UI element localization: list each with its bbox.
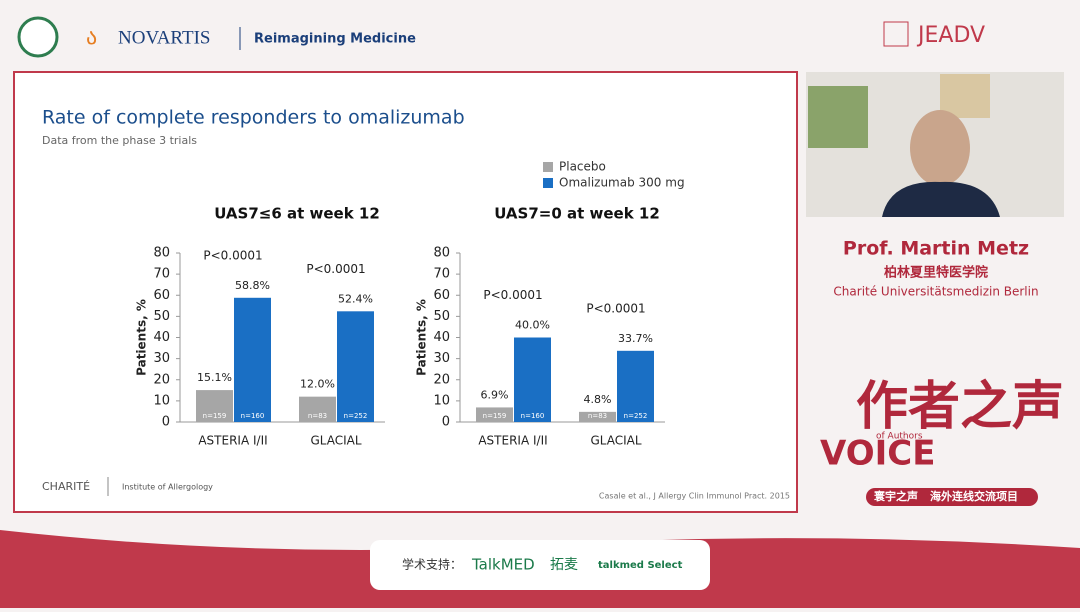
chart-title: UAS7=0 at week 12: [494, 205, 660, 223]
y-tick-label: 10: [433, 393, 450, 408]
n-label: n=252: [344, 412, 368, 420]
x-tick-label: GLACIAL: [310, 434, 361, 448]
x-tick-label: GLACIAL: [590, 434, 641, 448]
slide-title: Rate of complete responders to omalizuma…: [42, 107, 465, 129]
y-tick-label: 0: [442, 415, 450, 430]
y-tick-label: 60: [153, 288, 170, 303]
legend-label: Omalizumab 300 mg: [559, 176, 685, 190]
speaker-face: [910, 110, 970, 186]
footer-panel: [370, 540, 710, 590]
bar: [514, 337, 551, 422]
journal-logo: [883, 21, 909, 47]
tagline: Reimagining Medicine: [254, 32, 416, 47]
n-label: n=252: [624, 412, 648, 420]
talkmed-cn: 拓麦: [550, 557, 578, 573]
logo-icon: ა: [86, 25, 97, 50]
n-label: n=160: [521, 412, 545, 420]
n-label: n=83: [588, 412, 607, 420]
value-label: 4.8%: [584, 393, 612, 406]
y-tick-label: 30: [433, 351, 450, 366]
speaker-body: [882, 181, 1000, 217]
n-label: n=159: [203, 412, 227, 420]
value-label: 33.7%: [618, 332, 653, 345]
y-tick-label: 20: [433, 372, 450, 387]
y-axis-label: Patients, %: [135, 299, 149, 376]
n-label: n=159: [483, 412, 507, 420]
branding-cn: 作者之声: [856, 377, 1064, 437]
speaker-affiliation-cn: 柏林夏里特医学院: [884, 265, 988, 281]
y-tick-label: 70: [433, 267, 450, 282]
citation: Casale et al., J Allergy Clin Immunol Pr…: [599, 492, 790, 501]
bar: [617, 350, 654, 422]
bar: [196, 390, 233, 422]
institution: CHARITÉ: [42, 480, 90, 493]
annotation: P<0.0001: [203, 248, 262, 262]
speaker-name: Prof. Martin Metz: [843, 238, 1029, 260]
bar: [579, 411, 616, 422]
legend-label: Placebo: [559, 160, 606, 174]
value-label: 40.0%: [515, 319, 550, 332]
journal: JEADV: [916, 23, 985, 48]
value-label: 12.0%: [300, 378, 335, 391]
y-tick-label: 30: [153, 351, 170, 366]
y-tick-label: 20: [153, 372, 170, 387]
y-axis-label: Patients, %: [415, 299, 429, 376]
y-tick-label: 0: [162, 415, 170, 430]
program-a: 寰宇之声: [873, 489, 918, 503]
y-tick-label: 40: [433, 330, 450, 345]
value-label: 6.9%: [481, 388, 509, 401]
n-label: n=160: [241, 412, 265, 420]
y-tick-label: 60: [433, 288, 450, 303]
value-label: 52.4%: [338, 292, 373, 305]
speaker-affiliation: Charité Universitätsmedizin Berlin: [833, 285, 1038, 299]
wall-picture: [808, 86, 868, 148]
branding-voice: VOICE: [820, 434, 935, 474]
talkmed-select: talkmed Select: [598, 560, 683, 571]
support-label: 学术支持：: [402, 557, 462, 572]
logo-seal: [17, 16, 59, 58]
annotation: P<0.0001: [483, 288, 542, 302]
value-label: 15.1%: [197, 371, 232, 384]
branding-of-authors: of Authors: [876, 432, 923, 442]
program-b: 海外连线交流项目: [930, 489, 1018, 503]
bar: [234, 297, 271, 422]
annotation: P<0.0001: [306, 262, 365, 276]
slide: [13, 71, 798, 513]
brand: NOVARTIS: [118, 27, 210, 48]
bar: [299, 396, 336, 422]
legend-swatch: [543, 178, 553, 188]
talkmed: TalkMED: [471, 556, 535, 574]
program-badge: [866, 488, 1038, 506]
bar: [476, 407, 513, 422]
slide-subtitle: Data from the phase 3 trials: [42, 134, 197, 147]
x-tick-label: ASTERIA I/II: [198, 434, 267, 448]
department: Institute of Allergology: [122, 483, 213, 492]
chart-title: UAS7≤6 at week 12: [214, 205, 380, 223]
bar: [337, 311, 374, 422]
value-label: 58.8%: [235, 279, 270, 292]
wall-poster: [940, 74, 990, 118]
y-tick-label: 70: [153, 267, 170, 282]
y-tick-label: 10: [153, 393, 170, 408]
n-label: n=83: [308, 412, 327, 420]
y-tick-label: 50: [153, 309, 170, 324]
y-tick-label: 80: [153, 246, 170, 261]
legend-swatch: [543, 162, 553, 172]
y-tick-label: 50: [433, 309, 450, 324]
annotation: P<0.0001: [586, 301, 645, 315]
y-tick-label: 40: [153, 330, 170, 345]
x-tick-label: ASTERIA I/II: [478, 434, 547, 448]
y-tick-label: 80: [433, 246, 450, 261]
